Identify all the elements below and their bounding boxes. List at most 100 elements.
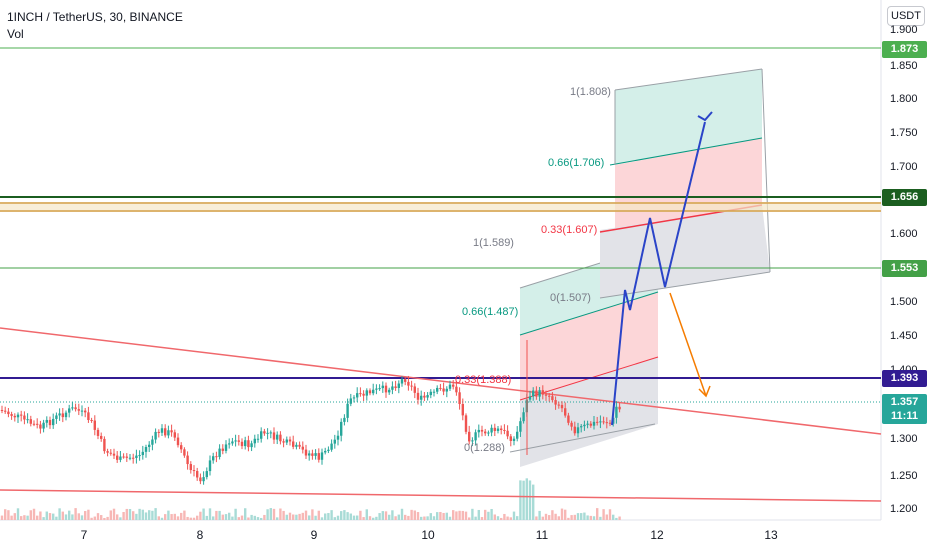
candle-body — [487, 432, 490, 434]
descending-trendline[interactable] — [0, 327, 882, 435]
candle-body — [314, 453, 317, 456]
candle-body — [397, 383, 400, 389]
volume-bar — [564, 509, 567, 520]
volume-bar — [109, 510, 112, 520]
volume-bar — [295, 514, 298, 520]
volume-bar — [154, 508, 157, 520]
volume-bar — [445, 512, 448, 520]
candle-body — [570, 422, 573, 427]
candle-body — [400, 379, 404, 384]
volume-bar — [13, 513, 16, 520]
candle-body — [519, 421, 522, 432]
candle-body — [48, 419, 52, 426]
fib-lower-label-066: 0.66(1.487) — [462, 306, 519, 318]
volume-bar — [132, 511, 135, 520]
volume-bar — [615, 517, 618, 520]
support-zone[interactable] — [0, 202, 881, 212]
price-tick: 1.750 — [890, 127, 918, 139]
price-badge-1873: 1.873 — [882, 41, 927, 58]
volume-bar — [509, 517, 512, 520]
volume-bar — [314, 515, 317, 520]
volume-bar — [320, 517, 324, 520]
volume-bar — [170, 514, 173, 520]
volume-bars — [0, 478, 621, 520]
candle-body — [589, 423, 592, 426]
candle-body — [362, 393, 365, 396]
candle-body — [119, 456, 122, 460]
candle-body — [103, 438, 106, 452]
volume-bar — [493, 514, 496, 520]
candle-body — [442, 388, 445, 392]
volume-bar — [68, 510, 71, 520]
volume-bar — [208, 508, 212, 520]
candle-body — [452, 384, 455, 387]
candle-body — [237, 440, 240, 442]
candle-body — [308, 453, 311, 456]
candle-body — [346, 403, 349, 418]
volume-bar — [554, 513, 557, 520]
volume-bar — [352, 515, 356, 520]
candlestick-series — [0, 340, 621, 485]
time-tick: 9 — [310, 528, 318, 542]
volume-bar — [212, 516, 215, 520]
candle-body — [160, 428, 164, 433]
volume-bar — [464, 511, 468, 520]
candle-body — [100, 435, 103, 439]
support-trendline[interactable] — [0, 489, 882, 502]
volume-bar — [71, 514, 74, 520]
volume-bar — [279, 508, 282, 520]
candle-body — [68, 408, 71, 413]
candle-body — [410, 385, 413, 387]
candle-body — [388, 389, 391, 393]
volume-bar — [452, 510, 455, 520]
currency-button[interactable]: USDT — [887, 6, 925, 26]
volume-bar — [327, 513, 330, 520]
time-tick: 8 — [196, 528, 204, 542]
time-tick: 13 — [764, 528, 778, 542]
volume-bar — [218, 510, 221, 520]
volume-bar — [16, 508, 20, 520]
candle-body — [253, 438, 256, 444]
volume-bar — [512, 511, 516, 520]
candle-body — [592, 421, 596, 426]
fib-lower-label-033: 0.33(1.388) — [455, 374, 512, 386]
bullish-projection-path[interactable] — [611, 121, 706, 426]
candle-body — [484, 431, 487, 434]
volume-bar — [506, 516, 509, 520]
candle-body — [608, 422, 612, 424]
volume-bar — [455, 511, 458, 520]
volume-bar — [247, 517, 250, 520]
volume-bar — [330, 510, 333, 520]
volume-bar — [228, 512, 231, 520]
candle-body — [205, 471, 208, 478]
volume-bar — [64, 514, 68, 520]
volume-bar — [349, 513, 352, 520]
candle-body — [202, 477, 205, 482]
candle-body — [186, 455, 189, 465]
candle-body — [247, 440, 250, 448]
candle-body — [36, 423, 39, 425]
volume-bar — [196, 515, 199, 520]
candle-body — [16, 414, 20, 418]
symbol-title[interactable]: 1INCH / TetherUS, 30, BINANCE — [7, 10, 183, 24]
candle-body — [391, 386, 394, 390]
fib-channel-upper[interactable] — [599, 68, 771, 299]
bar-countdown: 11:11 — [891, 410, 918, 422]
volume-bar — [52, 513, 55, 520]
candle-body — [282, 441, 285, 443]
candle-body — [106, 451, 109, 453]
candle-body — [288, 439, 292, 442]
time-tick: 10 — [421, 528, 435, 542]
candle-body — [269, 432, 272, 434]
candle-body — [500, 428, 503, 430]
volume-bar — [442, 512, 445, 520]
volume-bar — [112, 508, 116, 520]
candle-body — [141, 451, 144, 456]
chart-legend: 1INCH / TetherUS, 30, BINANCE Vol — [7, 9, 183, 43]
candle-body — [551, 396, 554, 401]
candle-body — [4, 410, 7, 412]
bearish-projection-path[interactable] — [669, 292, 707, 397]
volume-bar — [359, 510, 362, 520]
volume-indicator-label[interactable]: Vol — [7, 27, 24, 41]
